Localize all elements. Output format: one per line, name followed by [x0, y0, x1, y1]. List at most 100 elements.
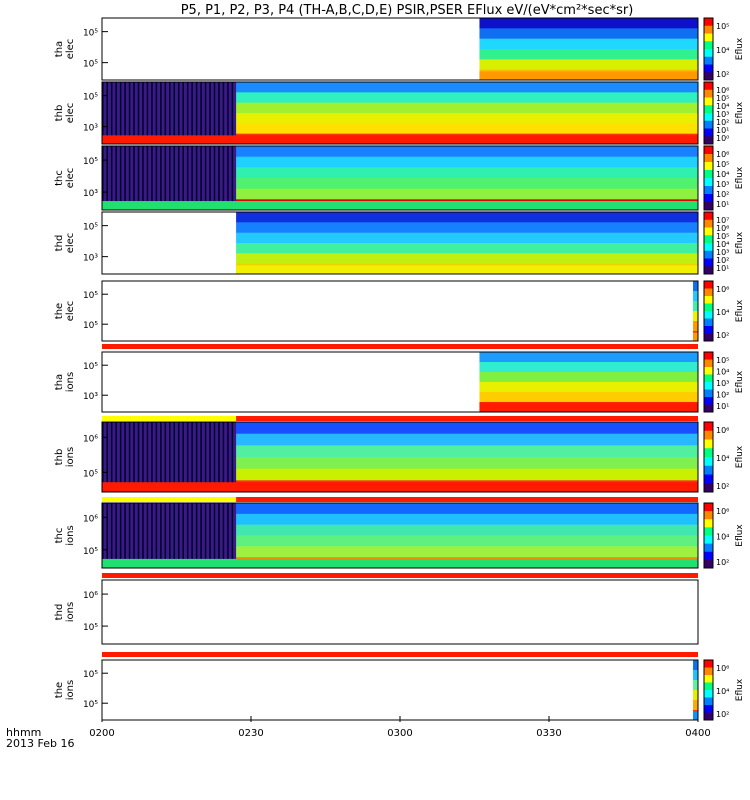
- panel-frame: [101, 579, 699, 645]
- panel-label-species: elec: [65, 39, 76, 60]
- panel-label-probe: thb: [54, 449, 65, 466]
- colorbar-label: Eflux: [735, 37, 745, 60]
- noise-stripe: [155, 422, 158, 492]
- colorbar-tick-label: 10¹: [716, 200, 729, 209]
- noise-stripe: [110, 82, 113, 144]
- colorbar-segment: [704, 128, 713, 137]
- noise-stripe: [169, 146, 171, 210]
- y-tick-label: 10⁵: [83, 362, 98, 372]
- spectrogram-band: [479, 59, 698, 71]
- noise-stripe: [182, 503, 184, 568]
- spectrogram-band: [102, 82, 698, 93]
- colorbar-segment: [704, 162, 713, 171]
- coverage-bar: [236, 497, 698, 502]
- chart-title: P5, P1, P2, P3, P4 (TH-A,B,C,D,E) PSIR,P…: [181, 3, 634, 18]
- panel-label-probe: tha: [54, 41, 65, 57]
- colorbar-segment: [704, 56, 713, 65]
- y-tick-label: 10⁶: [83, 591, 98, 601]
- spectrogram-band: [102, 92, 698, 104]
- y-tick-label: 10³: [83, 392, 98, 402]
- colorbar: 10⁵ 10⁴ 10² Eflux: [703, 17, 745, 81]
- panel-label-probe: tha: [54, 374, 65, 390]
- colorbar-tick-label: 10⁴: [716, 368, 729, 377]
- noise-stripe: [128, 82, 131, 144]
- panel-thc-ions: thc ions 10⁶ 10⁵ 10⁶ 10⁴ 10² Eflux: [54, 502, 745, 569]
- y-tick-label: 10⁵: [83, 469, 98, 479]
- colorbar-segment: [704, 551, 713, 561]
- noise-stripe: [231, 82, 234, 144]
- noise-stripe: [186, 82, 189, 144]
- colorbar-segment: [704, 18, 713, 27]
- spectrogram-band: [236, 212, 698, 223]
- colorbar-tick-label: 10²: [716, 558, 729, 567]
- noise-stripe: [124, 146, 126, 210]
- noise-stripe: [200, 82, 202, 144]
- colorbar-segment: [704, 690, 713, 698]
- colorbar-tick-label: 10¹: [716, 264, 729, 273]
- colorbar-tick-label: 10⁴: [716, 170, 729, 179]
- noise-stripe: [133, 422, 135, 492]
- colorbar-tick-label: 10⁵: [716, 22, 729, 31]
- spectrogram-band: [102, 445, 698, 458]
- colorbar-segment: [704, 212, 713, 221]
- noise-stripe: [128, 146, 131, 210]
- spectrogram-band: [102, 146, 698, 158]
- noise-stripe: [209, 503, 211, 568]
- colorbar-label: Eflux: [735, 370, 745, 393]
- y-tick-label: 10⁵: [83, 670, 98, 680]
- colorbar-tick-label: 10¹: [716, 402, 729, 411]
- colorbar-tick-label: 10³: [716, 180, 729, 189]
- panel-frame: [101, 280, 699, 342]
- colorbar-segment: [704, 281, 713, 289]
- panel-frame: [101, 659, 699, 721]
- colorbar-segment: [704, 318, 713, 327]
- colorbar-tick-label: 10⁶: [716, 507, 729, 516]
- colorbar-tick-label: 10¹: [716, 126, 729, 135]
- colorbar-segment: [704, 97, 713, 106]
- panel-label-probe: thc: [54, 170, 65, 186]
- x-tick-label: 0300: [387, 728, 412, 739]
- spectrogram-band: [693, 700, 698, 711]
- noise-stripe: [200, 503, 202, 568]
- noise-stripe: [173, 82, 176, 144]
- colorbar-frame: [703, 351, 714, 413]
- spectrogram-band: [102, 546, 698, 558]
- noise-stripe: [110, 146, 113, 210]
- colorbar-tick-label: 10⁶: [716, 664, 729, 673]
- colorbar-label: Eflux: [735, 445, 745, 468]
- noise-stripe: [182, 422, 184, 492]
- spectrogram-band: [102, 123, 698, 135]
- colorbar-segment: [704, 64, 713, 73]
- colorbar-tick-label: 10⁵: [716, 160, 729, 169]
- x-tick-label: 0400: [685, 728, 710, 739]
- noise-stripe: [213, 422, 216, 492]
- noise-stripe: [115, 503, 117, 568]
- colorbar-segment: [704, 105, 713, 114]
- noise-stripe: [110, 422, 113, 492]
- colorbar-segment: [704, 511, 713, 520]
- noise-stripe: [177, 82, 180, 144]
- panel-label-species: ions: [65, 447, 76, 467]
- noise-stripe: [106, 422, 108, 492]
- noise-stripe: [119, 146, 122, 210]
- colorbar: 10⁶ 10⁴ 10² Eflux: [703, 421, 745, 493]
- colorbar-segment: [704, 422, 713, 432]
- colorbar-segment: [704, 258, 713, 267]
- colorbar-tick-label: 10⁵: [716, 356, 729, 365]
- noise-stripe: [160, 82, 162, 144]
- colorbar-tick-label: 10⁴: [716, 454, 729, 463]
- colorbar-segment: [704, 519, 713, 528]
- y-tick-label: 10⁵: [83, 60, 98, 70]
- x-axis-label-units: hhmm: [6, 726, 41, 739]
- y-tick-label: 10⁵: [83, 223, 98, 233]
- panel-tha-elec: tha elec 10⁵ 10⁵ 10⁵ 10⁴ 10² Eflux: [54, 17, 745, 81]
- noise-stripe: [227, 82, 229, 144]
- colorbar-tick-label: 10²: [716, 482, 729, 491]
- noise-stripe: [222, 82, 225, 144]
- colorbar-segment: [704, 697, 713, 706]
- noise-stripe: [119, 82, 122, 144]
- noise-stripe: [106, 503, 108, 568]
